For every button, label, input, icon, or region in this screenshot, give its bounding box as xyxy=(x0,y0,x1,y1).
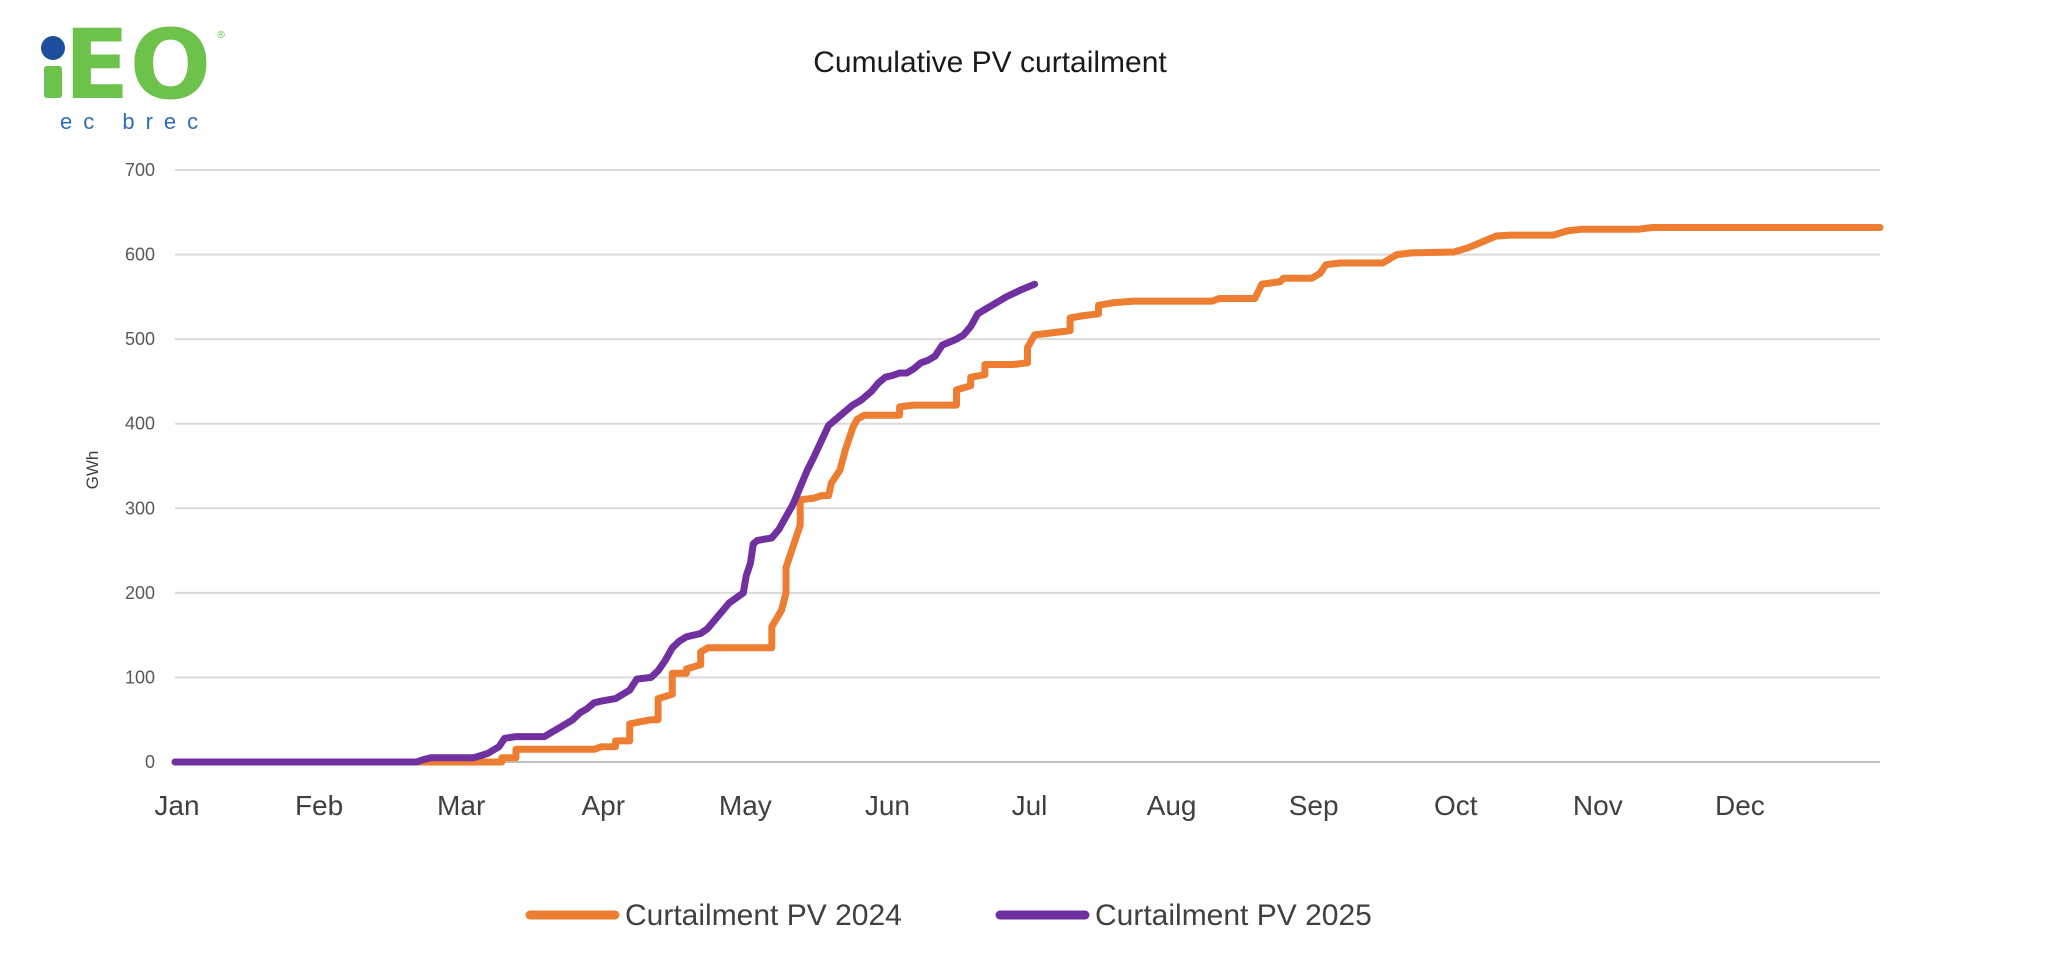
y-tick-label: 400 xyxy=(125,414,155,434)
y-tick-label: 600 xyxy=(125,245,155,265)
x-tick-label-nov: Nov xyxy=(1573,790,1623,821)
logo-subtitle: ec brec xyxy=(60,109,209,134)
x-tick-label-jun: Jun xyxy=(865,790,910,821)
logo-registered-mark: ® xyxy=(216,30,226,41)
y-tick-label: 300 xyxy=(125,498,155,518)
x-tick-label-oct: Oct xyxy=(1434,790,1478,821)
series-line-2 xyxy=(171,280,1039,766)
x-tick-label-sep: Sep xyxy=(1289,790,1339,821)
y-tick-label: 200 xyxy=(125,583,155,603)
x-tick-label-may: May xyxy=(719,790,772,821)
x-tick-labels: Jan Feb Mar Apr May Jun Jul Aug Sep Oct Nov Dec xyxy=(154,790,1764,821)
logo-i-stem xyxy=(44,66,62,98)
y-tick-labels: 0 100 200 300 400 500 600 700 xyxy=(125,160,155,772)
y-tick-label: 500 xyxy=(125,329,155,349)
y-axis-label: GWh xyxy=(83,451,102,490)
series-lines xyxy=(171,224,1884,766)
logo-letters: EO xyxy=(64,9,211,121)
chart-title: Cumulative PV curtailment xyxy=(813,46,1167,79)
series-line-1 xyxy=(171,224,1884,766)
y-tick-label: 0 xyxy=(145,752,155,772)
x-tick-label-mar: Mar xyxy=(437,790,485,821)
legend-label-1: Curtailment PV 2024 xyxy=(625,899,902,932)
x-tick-label-jan: Jan xyxy=(154,790,199,821)
x-tick-label-feb: Feb xyxy=(295,790,343,821)
x-tick-label-dec: Dec xyxy=(1715,790,1765,821)
x-tick-label-apr: Apr xyxy=(581,790,625,821)
y-tick-label: 700 xyxy=(125,160,155,180)
logo-dot-icon xyxy=(41,36,65,60)
y-tick-label: 100 xyxy=(125,667,155,687)
x-tick-label-aug: Aug xyxy=(1147,790,1197,821)
gridlines xyxy=(175,169,1880,763)
legend-label-2: Curtailment PV 2025 xyxy=(1095,899,1372,932)
x-tick-label-jul: Jul xyxy=(1012,790,1048,821)
legend: Curtailment PV 2024 Curtailment PV 2025 xyxy=(525,899,1372,932)
logo: EO ® ec brec xyxy=(41,9,226,134)
